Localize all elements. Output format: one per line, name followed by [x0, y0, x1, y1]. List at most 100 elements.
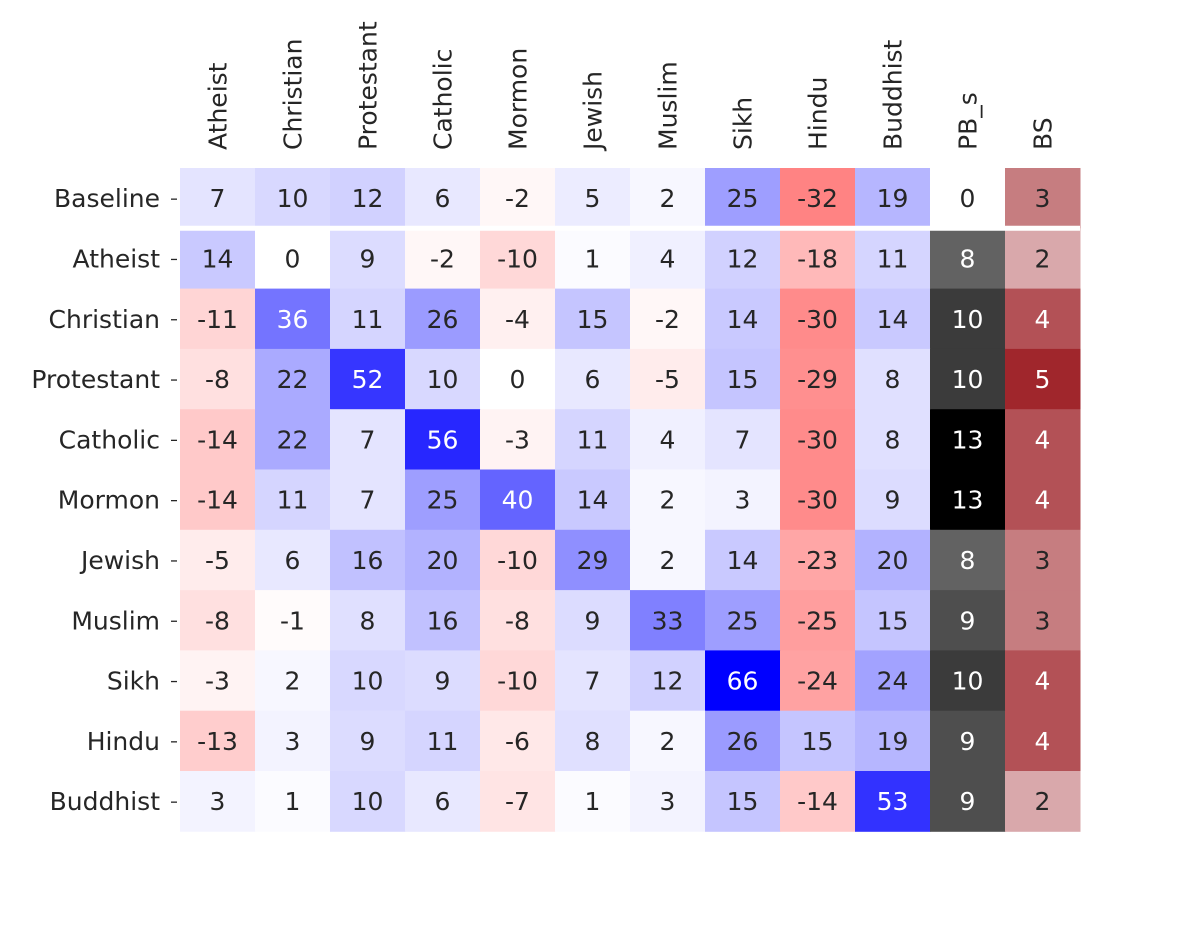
value-label-catholic-sikh: 7 [735, 425, 751, 454]
cell-sikh-christian [255, 650, 331, 712]
cell-atheist-catholic [405, 228, 481, 290]
cell-muslim-catholic [405, 590, 481, 651]
row-label-baseline: Baseline [54, 184, 160, 213]
cell-sikh-protestant [330, 650, 406, 712]
cell-hindu-pb-s [930, 710, 1006, 772]
value-label-sikh-hindu: -24 [797, 667, 838, 696]
cell-buddhist-pb-s [930, 771, 1006, 832]
row-label-muslim: Muslim [71, 606, 160, 635]
value-label-jewish-hindu: -23 [797, 546, 838, 575]
value-label-christian-mormon: -4 [505, 305, 530, 334]
value-label-jewish-atheist: -5 [205, 546, 230, 575]
value-label-hindu-muslim: 2 [660, 727, 676, 756]
cell-mormon-protestant [330, 469, 406, 531]
cell-hindu-mormon [480, 710, 556, 772]
cell-buddhist-mormon [480, 771, 556, 832]
value-label-catholic-muslim: 4 [660, 425, 676, 454]
value-label-protestant-atheist: -8 [205, 365, 230, 394]
cell-buddhist-atheist [180, 771, 256, 832]
value-label-catholic-pb-s: 13 [952, 425, 984, 454]
cell-buddhist-hindu [780, 771, 856, 832]
cell-muslim-protestant [330, 590, 406, 651]
value-label-mormon-catholic: 25 [427, 486, 459, 515]
value-label-buddhist-catholic: 6 [435, 787, 451, 816]
value-label-hindu-hindu: 15 [802, 727, 834, 756]
cell-muslim-buddhist [855, 590, 931, 651]
value-label-sikh-muslim: 12 [652, 667, 684, 696]
value-label-buddhist-hindu: -14 [797, 787, 838, 816]
row-label-jewish: Jewish [79, 546, 160, 575]
cell-mormon-atheist [180, 469, 256, 531]
value-label-jewish-buddhist: 20 [877, 546, 909, 575]
value-label-buddhist-atheist: 3 [210, 787, 226, 816]
cell-protestant-catholic [405, 348, 481, 410]
value-label-atheist-pb-s: 8 [960, 244, 976, 273]
row-label-mormon: Mormon [58, 486, 160, 515]
row-label-buddhist: Buddhist [50, 787, 161, 816]
value-label-buddhist-pb-s: 9 [960, 787, 976, 816]
value-label-christian-atheist: -11 [197, 305, 238, 334]
row-label-atheist: Atheist [73, 244, 161, 273]
cell-muslim-muslim [630, 590, 706, 651]
cell-baseline-mormon [480, 168, 556, 229]
value-label-protestant-pb-s: 10 [952, 365, 984, 394]
value-label-sikh-bs: 4 [1035, 667, 1051, 696]
value-label-atheist-muslim: 4 [660, 244, 676, 273]
cell-sikh-sikh [705, 650, 781, 712]
cell-catholic-atheist [180, 409, 256, 470]
value-label-catholic-buddhist: 8 [885, 425, 901, 454]
value-label-buddhist-muslim: 3 [660, 787, 676, 816]
cell-hindu-sikh [705, 710, 781, 772]
value-label-christian-buddhist: 14 [877, 305, 909, 334]
cell-muslim-christian [255, 590, 331, 651]
value-label-catholic-christian: 22 [277, 425, 309, 454]
value-label-atheist-buddhist: 11 [877, 244, 909, 273]
value-label-mormon-jewish: 14 [577, 486, 609, 515]
cell-mormon-bs [1005, 469, 1081, 531]
cell-catholic-bs [1005, 409, 1081, 470]
cell-atheist-atheist [180, 228, 256, 290]
value-label-christian-bs: 4 [1035, 305, 1051, 334]
value-label-catholic-catholic: 56 [427, 425, 459, 454]
value-label-mormon-bs: 4 [1035, 486, 1051, 515]
value-label-sikh-jewish: 7 [585, 667, 601, 696]
value-label-baseline-pb-s: 0 [960, 184, 976, 213]
value-label-atheist-hindu: -18 [797, 244, 838, 273]
cell-baseline-pb-s [930, 168, 1006, 229]
value-label-jewish-protestant: 16 [352, 546, 384, 575]
value-label-baseline-buddhist: 19 [877, 184, 909, 213]
value-label-catholic-hindu: -30 [797, 425, 838, 454]
value-label-protestant-mormon: 0 [510, 365, 526, 394]
cell-muslim-pb-s [930, 590, 1006, 651]
row-labels: Baseline Atheist Christian Protestant Cathol… [31, 184, 177, 816]
value-label-buddhist-jewish: 1 [585, 787, 601, 816]
value-label-catholic-jewish: 11 [577, 425, 609, 454]
cell-sikh-jewish [555, 650, 631, 712]
cell-hindu-bs [1005, 710, 1081, 772]
value-label-buddhist-bs: 2 [1035, 787, 1051, 816]
cell-hindu-catholic [405, 710, 481, 772]
cell-mormon-jewish [555, 469, 631, 531]
cell-mormon-pb-s [930, 469, 1006, 531]
cell-atheist-protestant [330, 228, 406, 290]
cell-atheist-mormon [480, 228, 556, 290]
cell-buddhist-muslim [630, 771, 706, 832]
value-label-atheist-christian: 0 [285, 244, 301, 273]
value-label-muslim-buddhist: 15 [877, 606, 909, 635]
value-label-sikh-buddhist: 24 [877, 667, 909, 696]
cell-buddhist-christian [255, 771, 331, 832]
value-label-hindu-protestant: 9 [360, 727, 376, 756]
cell-muslim-hindu [780, 590, 856, 651]
value-label-mormon-muslim: 2 [660, 486, 676, 515]
value-label-protestant-buddhist: 8 [885, 365, 901, 394]
value-label-mormon-atheist: -14 [197, 486, 238, 515]
value-label-hindu-atheist: -13 [197, 727, 238, 756]
cell-christian-christian [255, 288, 331, 350]
row-label-hindu: Hindu [87, 727, 160, 756]
row-label-christian: Christian [49, 305, 160, 334]
value-label-mormon-mormon: 40 [502, 486, 534, 515]
value-label-atheist-catholic: -2 [430, 244, 455, 273]
cell-catholic-mormon [480, 409, 556, 470]
cell-sikh-buddhist [855, 650, 931, 712]
column-label-catholic: Catholic [429, 49, 458, 150]
